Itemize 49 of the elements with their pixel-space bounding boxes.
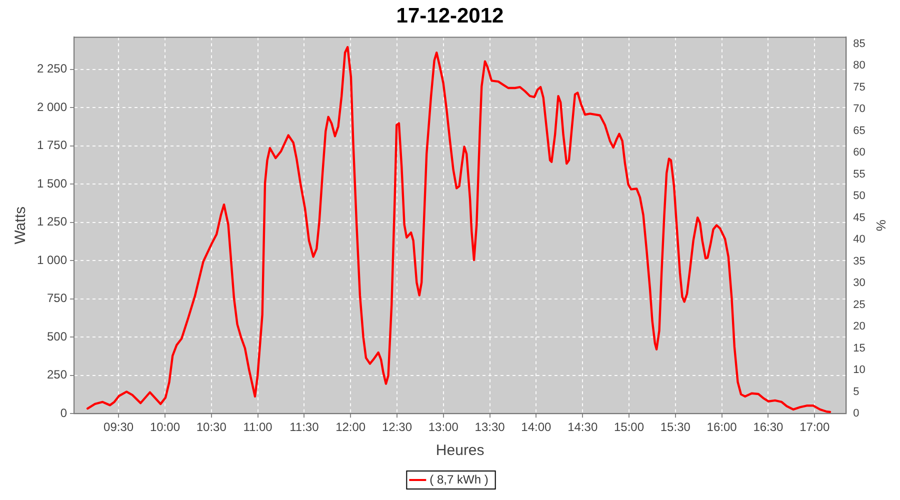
y2-tick-label: 20 — [853, 320, 866, 333]
y2-tick-label: 65 — [853, 124, 866, 137]
y2-tick-label: 60 — [853, 146, 866, 159]
x-tick-label: 13:30 — [474, 420, 506, 434]
y-tick-label: 1 000 — [37, 252, 68, 267]
y2-tick-label: 70 — [853, 103, 866, 116]
x-axis-title: Heures — [436, 442, 484, 460]
y2-tick-label: 25 — [853, 298, 866, 311]
x-tick-label: 16:00 — [706, 420, 738, 434]
y-tick-label: 250 — [47, 368, 68, 382]
y-tick-label: 1 250 — [37, 214, 68, 229]
x-tick-label: 15:00 — [614, 420, 644, 434]
y2-tick-label: 55 — [853, 168, 866, 180]
y-tick-label: 0 — [60, 406, 68, 420]
x-tick-label: 11:30 — [290, 420, 320, 434]
chart-title: 17-12-2012 — [396, 4, 504, 28]
y2-tick-label: 35 — [853, 255, 866, 268]
x-tick-label: 09:30 — [104, 420, 134, 434]
y-tick-label: 500 — [47, 329, 68, 344]
x-tick-label: 14:30 — [568, 420, 598, 434]
x-tick-label: 15:30 — [660, 420, 691, 434]
y-tick-label: 750 — [47, 291, 68, 306]
y-axis-title: Watts — [12, 206, 30, 244]
x-tick-label: 17:00 — [800, 420, 830, 434]
x-tick-label: 10:30 — [196, 420, 227, 434]
y-tick-label: 1 500 — [37, 176, 68, 190]
y2-tick-label: 0 — [853, 408, 860, 420]
y2-tick-label: 45 — [853, 212, 866, 224]
x-tick-label: 12:30 — [382, 420, 412, 434]
y2-tick-label: 85 — [853, 38, 866, 50]
y2-tick-label: 15 — [853, 342, 866, 354]
y-tick-label: 2 000 — [37, 100, 68, 114]
legend-label: ( 8,7 kWh ) — [430, 472, 488, 486]
y2-tick-label: 10 — [853, 364, 866, 376]
y-tick-label: 2 250 — [37, 62, 68, 76]
y2-tick-label: 80 — [853, 60, 866, 72]
x-tick-label: 14:00 — [521, 420, 552, 434]
y2-tick-label: 40 — [853, 234, 866, 246]
x-tick-label: 10:00 — [150, 420, 180, 434]
y-tick-label: 1 750 — [37, 138, 68, 152]
y2-axis-title: % — [874, 220, 889, 232]
x-tick-label: 11:00 — [243, 420, 273, 434]
y2-tick-label: 5 — [853, 386, 860, 398]
y2-tick-label: 30 — [853, 277, 866, 290]
x-tick-label: 13:00 — [428, 420, 459, 434]
y2-tick-label: 50 — [853, 190, 866, 202]
x-tick-label: 12:00 — [336, 420, 366, 434]
y2-tick-label: 75 — [853, 81, 866, 94]
x-tick-label: 16:30 — [753, 420, 784, 434]
